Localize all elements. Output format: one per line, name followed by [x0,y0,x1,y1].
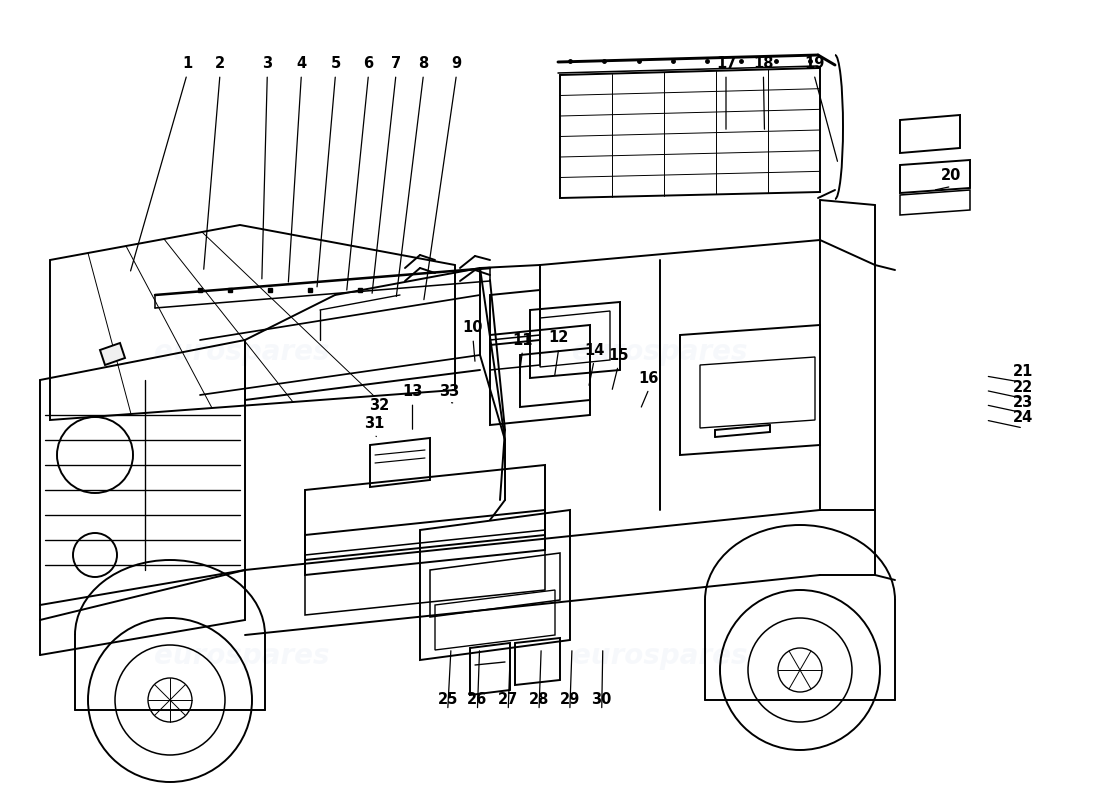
Text: 32: 32 [370,398,389,413]
Polygon shape [100,343,125,365]
Text: 8: 8 [418,57,429,71]
Text: 25: 25 [438,693,458,707]
Text: 2: 2 [214,57,225,71]
Text: 26: 26 [468,693,487,707]
Text: 23: 23 [1013,395,1033,410]
Text: 33: 33 [439,385,459,399]
Text: 7: 7 [390,57,402,71]
Text: 31: 31 [364,417,384,431]
Text: 24: 24 [1013,410,1033,425]
Text: 19: 19 [804,57,824,71]
Text: 10: 10 [463,321,483,335]
Text: 20: 20 [942,169,961,183]
Text: 22: 22 [1013,381,1033,395]
Text: 1: 1 [182,57,192,71]
Text: 30: 30 [592,693,612,707]
Text: 18: 18 [754,57,773,71]
Text: eurospares: eurospares [572,642,748,670]
Text: 5: 5 [330,57,341,71]
Text: 12: 12 [549,330,569,345]
Text: 29: 29 [560,693,580,707]
Text: 6: 6 [363,57,374,71]
Text: 13: 13 [403,385,422,399]
Text: eurospares: eurospares [154,338,330,366]
Text: 11: 11 [513,333,532,347]
Text: 4: 4 [296,57,307,71]
Text: 15: 15 [608,348,628,362]
Text: 27: 27 [498,693,518,707]
Text: eurospares: eurospares [154,642,330,670]
Text: 17: 17 [716,57,736,71]
Text: 28: 28 [529,693,549,707]
Text: 9: 9 [451,57,462,71]
Text: 16: 16 [639,371,659,386]
Text: 3: 3 [262,57,273,71]
Text: 21: 21 [1013,365,1033,379]
Text: 14: 14 [584,343,604,358]
Text: eurospares: eurospares [572,338,748,366]
